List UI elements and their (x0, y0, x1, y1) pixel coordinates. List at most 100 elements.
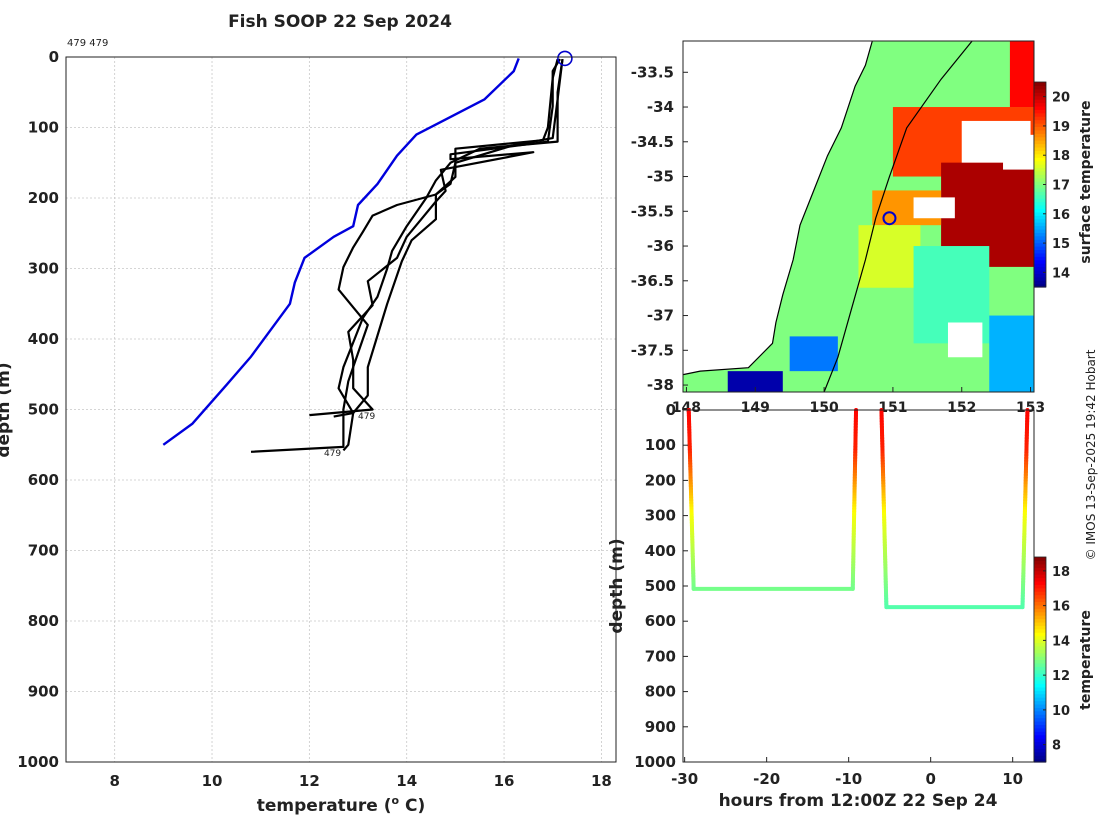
map-colorbar-step (1034, 143, 1046, 148)
section-colorbar-step (1034, 676, 1046, 681)
map-x-tick-label: 148 (672, 400, 701, 416)
profile-x-tick-label: 12 (299, 772, 320, 790)
figure-title: Fish SOOP 22 Sep 2024 (228, 12, 452, 32)
map-colorbar-step (1034, 266, 1046, 271)
section-colorbar-step (1034, 574, 1046, 579)
section-colorbar-step (1034, 642, 1046, 647)
map-colorbar-step (1034, 280, 1046, 285)
section-colorbar-step (1034, 693, 1046, 698)
map-colorbar-step (1034, 283, 1046, 288)
section-y-tick-label: 200 (645, 471, 676, 489)
map-y-tick-label: -33.5 (631, 63, 674, 81)
profile-ticks: 8 10 12 14 16 18 0 100 200 300 400 500 600 700 800 900 1… (17, 48, 612, 790)
profile-y-tick-label: 800 (28, 612, 59, 630)
cloud-gap (913, 197, 955, 219)
map-x-tick-label: 153 (1016, 400, 1045, 416)
section-y-tick-label: 400 (645, 542, 676, 560)
section-colorbar-step (1034, 649, 1046, 654)
sst-map: -33.5 -34 -34.5 -35 -35.5 -36 -36.5 -37 -37.5 -38… (631, 40, 1094, 416)
profile-x-label: temperature (o C) (257, 794, 426, 816)
map-colorbar-step (1034, 225, 1046, 230)
map-colorbar-step (1034, 99, 1046, 104)
section-colorbar-step (1034, 738, 1046, 743)
map-ticks: -33.5 -34 -34.5 -35 -35.5 -36 -36.5 -37 -37.5 -38… (631, 63, 1045, 416)
profile-y-tick-label: 100 (28, 119, 59, 137)
map-colorbar-step (1034, 177, 1046, 182)
map-colorbar-step (1034, 82, 1046, 87)
map-colorbar-step (1034, 252, 1046, 257)
section-colorbar-step (1034, 731, 1046, 736)
map-colorbar-step (1034, 184, 1046, 189)
map-colorbar-step (1034, 129, 1046, 134)
map-colorbar-step (1034, 273, 1046, 278)
map-colorbar-step (1034, 232, 1046, 237)
section-colorbar-step (1034, 632, 1046, 637)
section-colorbar-step (1034, 744, 1046, 749)
map-colorbar-step (1034, 205, 1046, 210)
map-colorbar-step (1034, 88, 1046, 93)
profile-x-tick-label: 14 (396, 772, 417, 790)
section-x-tick-label: 0 (925, 770, 935, 788)
map-colorbar-tick-label: 15 (1052, 237, 1070, 252)
section-y-tick-label: 600 (645, 612, 676, 630)
section-colorbar-step (1034, 625, 1046, 630)
section-colorbar-step (1034, 703, 1046, 708)
section-colorbar-step (1034, 666, 1046, 671)
section-colorbar-step (1034, 639, 1046, 644)
map-colorbar-step (1034, 167, 1046, 172)
sst-field (683, 41, 1034, 392)
section-y-tick-label: 700 (645, 647, 676, 665)
section-colorbar-step (1034, 563, 1046, 568)
profile-line-climatology (162, 57, 520, 446)
section-colorbar-step (1034, 587, 1046, 592)
section-colorbar-step (1034, 680, 1046, 685)
section-y-tick-label: 300 (645, 507, 676, 525)
profile-y-tick-label: 1000 (17, 753, 59, 771)
section-x-tick-label: 10 (1002, 770, 1023, 788)
map-colorbar-step (1034, 160, 1046, 165)
map-colorbar-step (1034, 276, 1046, 281)
section-colorbar: 8 10 12 14 16 18 (1033, 556, 1070, 763)
profile-y-tick-label: 400 (28, 330, 59, 348)
map-x-tick-label: 150 (809, 400, 838, 416)
map-colorbar-tick-label: 17 (1052, 179, 1070, 194)
map-y-tick-label: -35 (647, 168, 674, 186)
section-colorbar-step (1034, 662, 1046, 667)
section-colorbar-label: temperature (1078, 610, 1094, 710)
map-colorbar-step (1034, 269, 1046, 274)
map-colorbar-step (1034, 92, 1046, 97)
map-colorbar-tick-label: 16 (1052, 208, 1070, 223)
map-colorbar-step (1034, 222, 1046, 227)
map-colorbar-step (1034, 191, 1046, 196)
profile-plot-frame (65, 56, 617, 763)
map-colorbar-tick-label: 14 (1052, 266, 1070, 281)
map-colorbar-step (1034, 126, 1046, 131)
section-colorbar-step (1034, 734, 1046, 739)
section-colorbar-step (1034, 710, 1046, 715)
map-colorbar-step (1034, 228, 1046, 233)
section-colorbar-step (1034, 570, 1046, 575)
profile-x-tick-label: 10 (202, 772, 223, 790)
profile-cast-label: 479 (324, 449, 341, 459)
map-colorbar-step (1034, 181, 1046, 186)
map-colorbar-step (1034, 116, 1046, 121)
map-colorbar-step (1034, 153, 1046, 158)
map-colorbar-tick-label: 18 (1052, 149, 1070, 164)
section-colorbar-step (1034, 748, 1046, 753)
section-x-label: hours from 12:00Z 22 Sep 24 (719, 791, 998, 811)
profile-x-tick-label: 8 (109, 772, 119, 790)
section-colorbar-step (1034, 751, 1046, 756)
section-colorbar-step (1034, 758, 1046, 763)
map-colorbar-step (1034, 249, 1046, 254)
map-colorbar-step (1034, 198, 1046, 203)
section-frame (682, 409, 1035, 763)
section-colorbar-step (1034, 598, 1046, 603)
profile-y-tick-label: 700 (28, 542, 59, 560)
coastline (683, 41, 873, 376)
map-colorbar-step (1034, 208, 1046, 213)
section-colorbar-step (1034, 700, 1046, 705)
profile-line-cast-2 (333, 58, 559, 418)
section-y-tick-label: 0 (666, 401, 676, 419)
section-colorbar-step (1034, 741, 1046, 746)
section-y-label: depth (m) (607, 538, 627, 633)
